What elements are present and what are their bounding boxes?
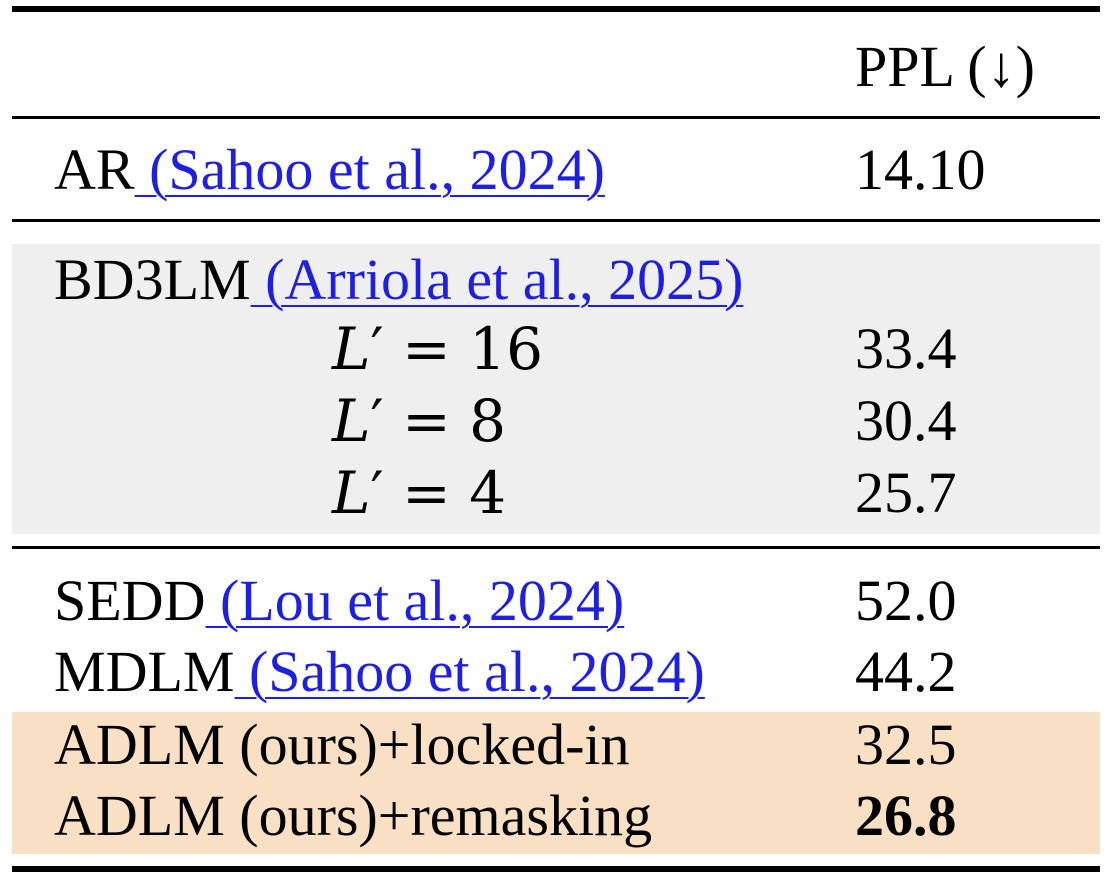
- top-rule: [12, 6, 1100, 12]
- citation-link[interactable]: (Arriola et al., 2025): [250, 247, 744, 312]
- ours-rows-shade: [12, 712, 1100, 854]
- model-name: BD3LM: [54, 247, 251, 312]
- bd3lm-variant-ppl: 30.4: [855, 388, 957, 453]
- math-value: 8: [469, 387, 507, 455]
- row-adlm-remask-model: ADLM (ours)+remasking: [54, 783, 653, 848]
- row-adlm-locked-model: ADLM (ours)+locked-in: [54, 712, 630, 777]
- ar-group-rule: [12, 219, 1100, 222]
- math-eq: =: [383, 387, 470, 455]
- math-prime: ′: [370, 459, 384, 527]
- bottom-rule: [12, 866, 1100, 872]
- row-sedd-ppl: 52.0: [855, 568, 957, 633]
- bd3lm-variant-ppl: 25.7: [855, 460, 957, 525]
- bd3lm-group-shade: [12, 244, 1100, 534]
- model-name: MDLM: [54, 639, 235, 704]
- model-name: SEDD: [54, 568, 206, 633]
- row-mdlm-ppl: 44.2: [855, 639, 957, 704]
- math-var: L: [332, 459, 371, 527]
- bd3lm-group-rule: [12, 546, 1100, 549]
- bd3lm-variant-label: L′ = 16: [332, 320, 543, 378]
- bd3lm-variant-label: L′ = 8: [332, 392, 506, 450]
- math-value: 4: [469, 459, 507, 527]
- row-adlm-locked-ppl: 32.5: [855, 712, 957, 777]
- math-prime: ′: [370, 387, 384, 455]
- model-name: AR: [54, 137, 135, 202]
- row-ar-model: AR (Sahoo et al., 2024): [54, 141, 605, 199]
- math-prime: ′: [370, 315, 384, 383]
- bd3lm-variant-ppl: 33.4: [855, 316, 957, 381]
- math-value: 16: [469, 315, 543, 383]
- math-var: L: [332, 315, 371, 383]
- math-eq: =: [383, 459, 470, 527]
- citation-link[interactable]: (Lou et al., 2024): [205, 568, 625, 633]
- math-eq: =: [383, 315, 470, 383]
- ppl-column-header: PPL (↓): [855, 34, 1035, 99]
- row-sedd-model: SEDD (Lou et al., 2024): [54, 572, 624, 630]
- row-mdlm-model: MDLM (Sahoo et al., 2024): [54, 643, 705, 701]
- citation-link[interactable]: (Sahoo et al., 2024): [234, 639, 705, 704]
- bd3lm-variant-label: L′ = 4: [332, 464, 506, 522]
- citation-link[interactable]: (Sahoo et al., 2024): [134, 137, 605, 202]
- row-ar-ppl: 14.10: [855, 137, 986, 202]
- math-var: L: [332, 387, 371, 455]
- header-rule: [12, 116, 1100, 119]
- row-adlm-remask-ppl: 26.8: [855, 783, 957, 848]
- row-bd3lm-model: BD3LM (Arriola et al., 2025): [54, 251, 743, 309]
